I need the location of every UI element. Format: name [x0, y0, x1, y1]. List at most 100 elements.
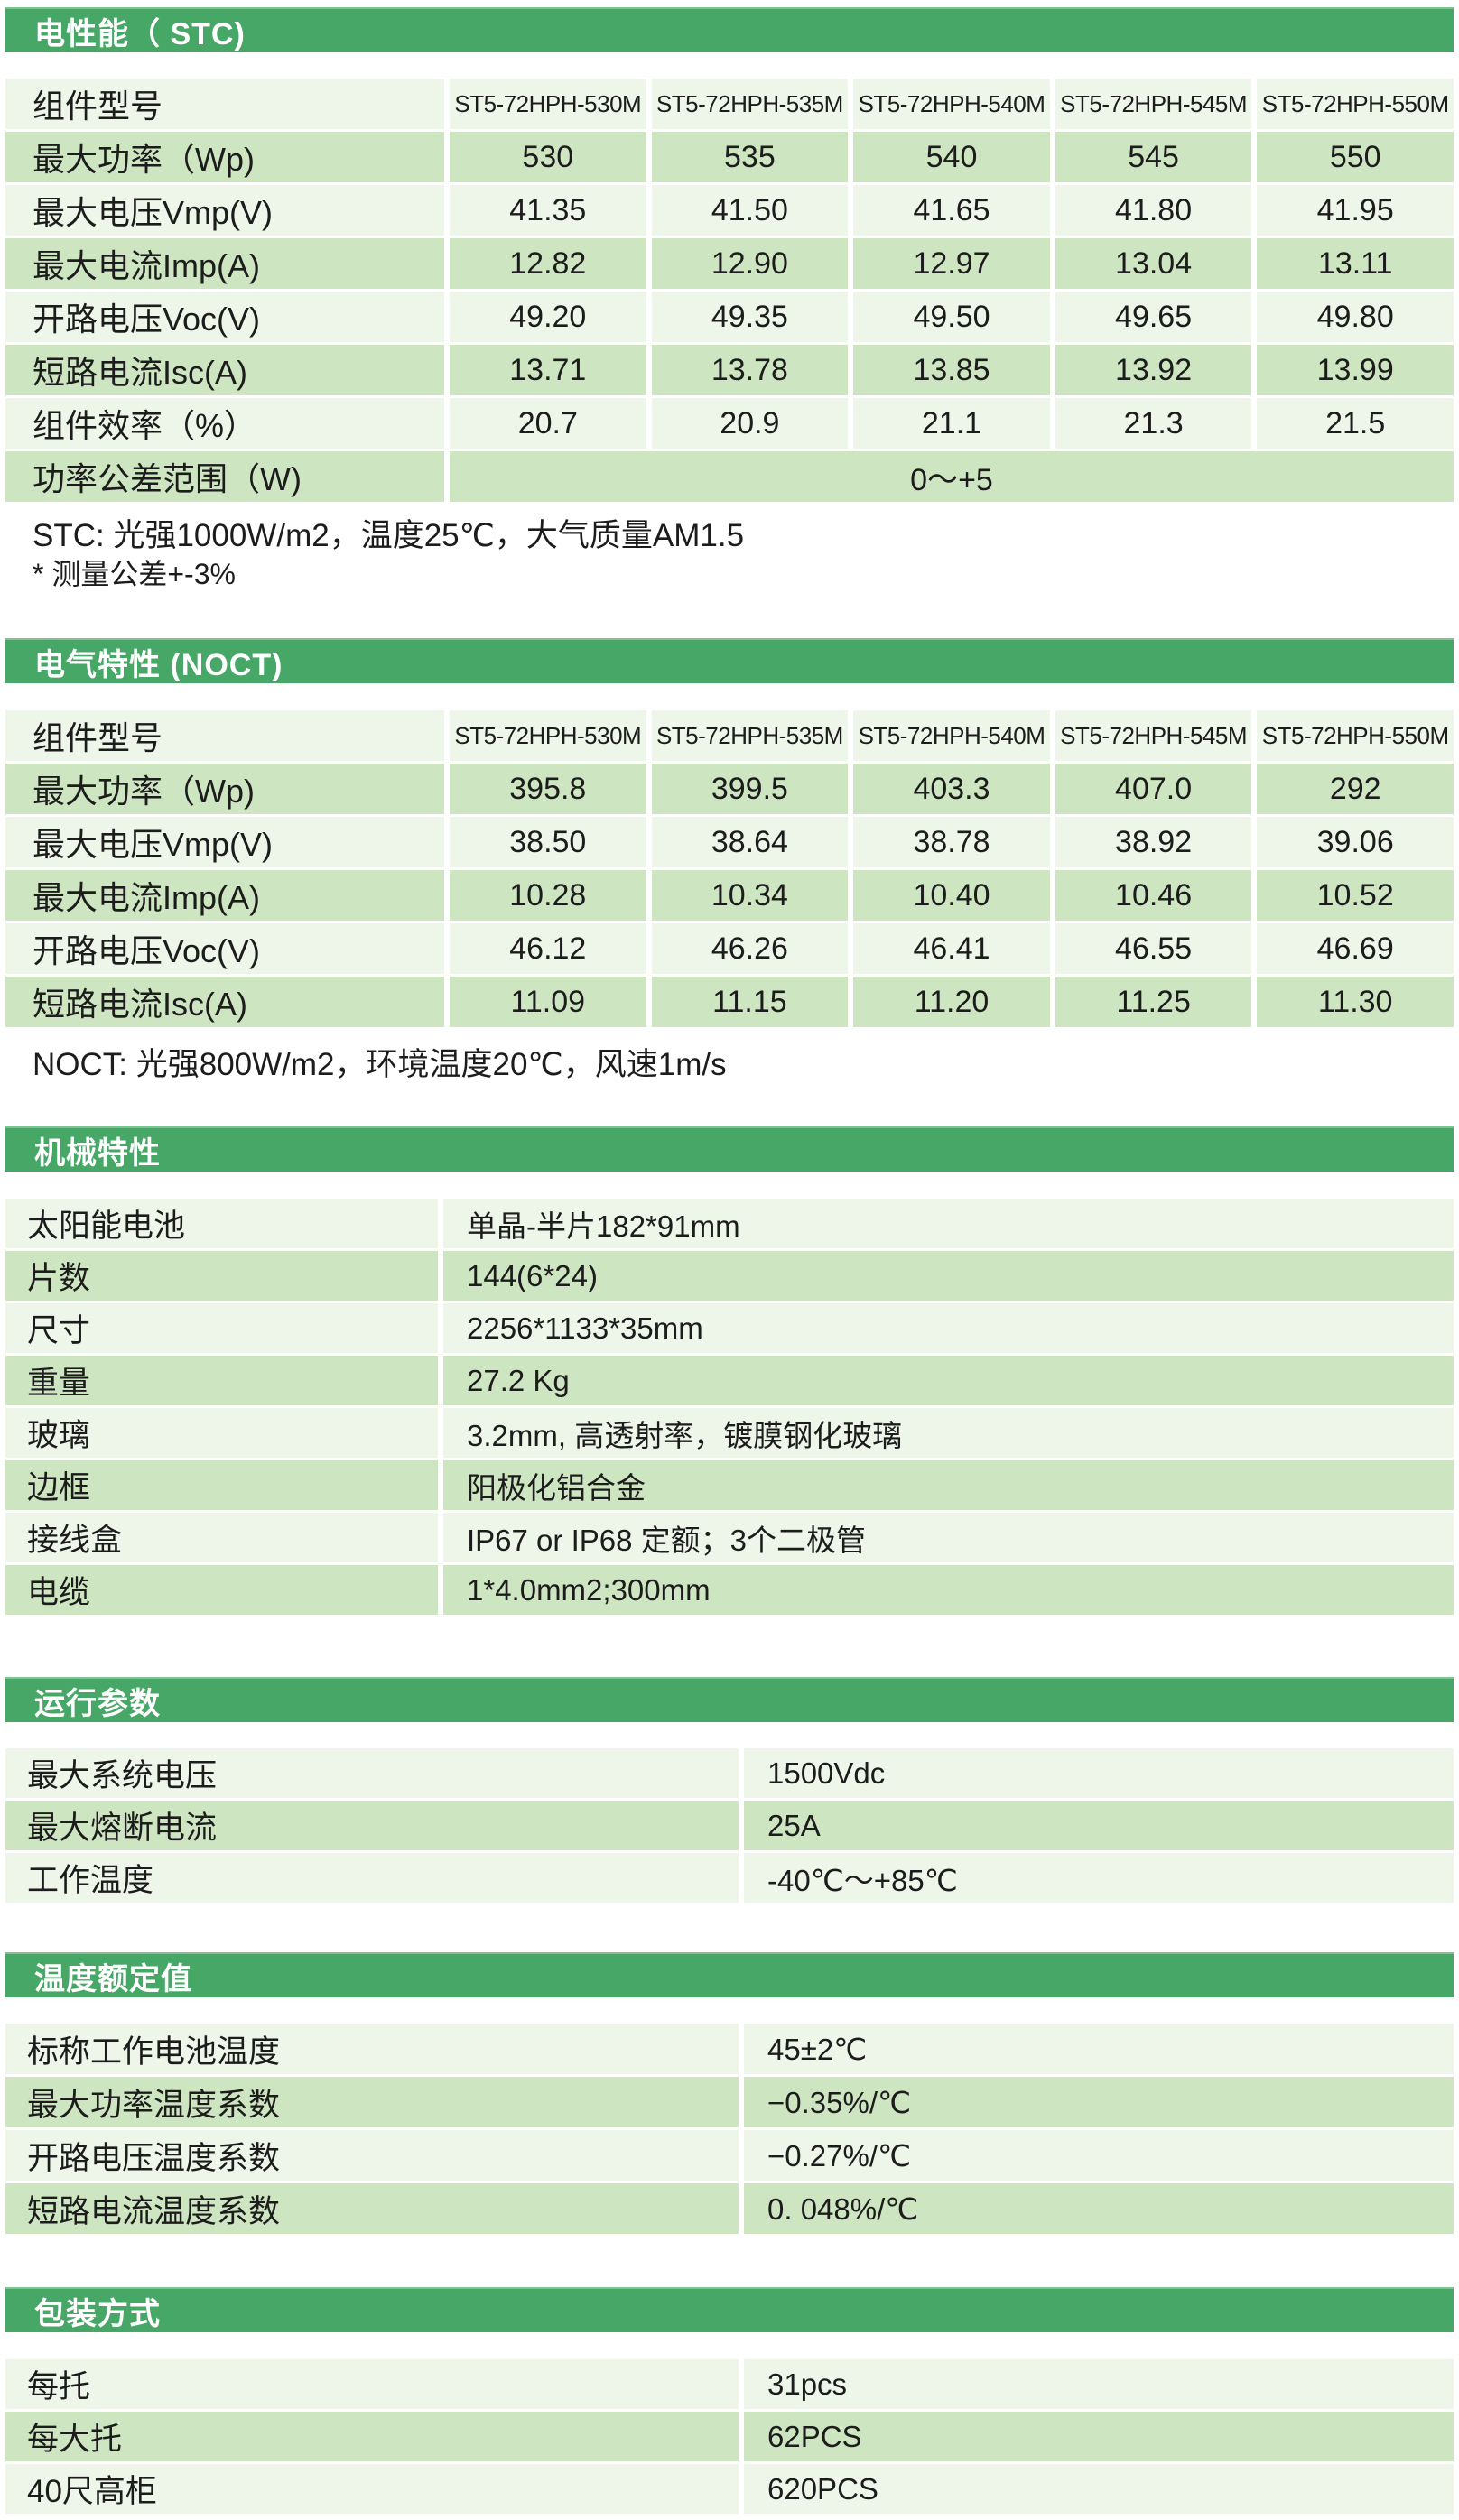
- packaging-row-value: 31pcs: [744, 2359, 1454, 2409]
- noct-table: 组件型号 ST5-72HPH-530M ST5-72HPH-535M ST5-7…: [5, 710, 1454, 1027]
- stc-cell: 13.92: [1055, 345, 1252, 395]
- stc-row-label: 最大电流Imp(A): [5, 238, 444, 289]
- mech-row-value: IP67 or IP68 定额；3个二极管: [443, 1513, 1454, 1562]
- mech-row-value: 27.2 Kg: [443, 1356, 1454, 1405]
- mech-row-label: 片数: [5, 1251, 438, 1301]
- stc-cell: 13.11: [1257, 238, 1454, 289]
- mech-row-label: 接线盒: [5, 1513, 438, 1562]
- temperature-row-value: 45±2℃: [744, 2024, 1454, 2074]
- packaging-row-label: 40尺高柜: [5, 2464, 739, 2514]
- stc-cell: 13.71: [450, 345, 646, 395]
- mech-row-label: 电缆: [5, 1565, 438, 1615]
- section-title-operating: 运行参数: [34, 1686, 161, 1721]
- stc-cell: 49.65: [1055, 292, 1252, 342]
- operating-row-value: 25A: [744, 1801, 1454, 1850]
- noct-cell: 10.52: [1257, 870, 1454, 921]
- noct-model-column-header: ST5-72HPH-545M: [1055, 710, 1252, 761]
- mechanical-table: 太阳能电池 单晶-半片182*91mm 片数 144(6*24) 尺寸 2256…: [5, 1199, 1454, 1615]
- noct-cell: 11.09: [450, 977, 646, 1027]
- stc-cell: 550: [1257, 132, 1454, 182]
- stc-cell: 540: [853, 132, 1050, 182]
- noct-cell: 39.06: [1257, 817, 1454, 867]
- stc-header-label: 组件型号: [5, 79, 444, 129]
- stc-row-label: 最大功率（Wp): [5, 132, 444, 182]
- noct-cell: 11.15: [651, 977, 849, 1027]
- noct-cell: 38.78: [853, 817, 1050, 867]
- temperature-row-value: 0. 048%/℃: [744, 2183, 1454, 2234]
- noct-cell: 11.20: [853, 977, 1050, 1027]
- noct-row-label: 短路电流Isc(A): [5, 977, 444, 1027]
- packaging-row-value: 620PCS: [744, 2464, 1454, 2514]
- noct-cell: 38.92: [1055, 817, 1252, 867]
- stc-model-column-header: ST5-72HPH-530M: [450, 79, 646, 129]
- section-header-mechanical: 机械特性: [5, 1126, 1454, 1172]
- packaging-row-label: 每大托: [5, 2412, 739, 2461]
- stc-cell: 41.80: [1055, 185, 1252, 236]
- mech-row-value: 阳极化铝合金: [443, 1460, 1454, 1510]
- mech-row-value: 单晶-半片182*91mm: [443, 1199, 1454, 1248]
- noct-row-label: 最大电压Vmp(V): [5, 817, 444, 867]
- stc-cell: 12.82: [450, 238, 646, 289]
- mech-row-label: 玻璃: [5, 1408, 438, 1458]
- stc-cell: 21.5: [1257, 398, 1454, 449]
- temperature-row-value: −0.27%/℃: [744, 2130, 1454, 2181]
- packaging-table: 每托 31pcs 每大托 62PCS 40尺高柜 620PCS: [5, 2359, 1454, 2514]
- mech-row-value: 144(6*24): [443, 1251, 1454, 1301]
- stc-cell: 49.50: [853, 292, 1050, 342]
- noct-cell: 10.40: [853, 870, 1050, 921]
- noct-cell: 10.46: [1055, 870, 1252, 921]
- noct-cell: 11.30: [1257, 977, 1454, 1027]
- stc-cell: 21.3: [1055, 398, 1252, 449]
- noct-row-label: 最大电流Imp(A): [5, 870, 444, 921]
- noct-model-column-header: ST5-72HPH-535M: [651, 710, 849, 761]
- stc-cell: 530: [450, 132, 646, 182]
- noct-cell: 10.28: [450, 870, 646, 921]
- section-title-stc: 电性能（ STC): [34, 16, 246, 51]
- stc-cell: 13.99: [1257, 345, 1454, 395]
- section-title-mechanical: 机械特性: [34, 1135, 161, 1171]
- packaging-row-value: 62PCS: [744, 2412, 1454, 2461]
- stc-model-column-header: ST5-72HPH-535M: [651, 79, 849, 129]
- stc-row-label: 短路电流Isc(A): [5, 345, 444, 395]
- stc-cell: 535: [651, 132, 849, 182]
- temperature-row-label: 标称工作电池温度: [5, 2024, 739, 2074]
- stc-cell: 49.35: [651, 292, 849, 342]
- noct-row-label: 最大功率（Wp): [5, 764, 444, 814]
- noct-model-column-header: ST5-72HPH-530M: [450, 710, 646, 761]
- stc-tolerance-value: 0～+5: [450, 451, 1454, 502]
- mech-row-value: 2256*1133*35mm: [443, 1303, 1454, 1353]
- stc-cell: 41.65: [853, 185, 1050, 236]
- stc-row-label: 组件效率（%）: [5, 398, 444, 449]
- section-title-packaging: 包装方式: [34, 2296, 161, 2331]
- noct-cell: 403.3: [853, 764, 1050, 814]
- mech-row-label: 尺寸: [5, 1303, 438, 1353]
- section-header-operating: 运行参数: [5, 1677, 1454, 1722]
- section-header-noct: 电气特性 (NOCT): [5, 638, 1454, 683]
- noct-cell: 46.41: [853, 923, 1050, 974]
- section-title-temperature: 温度额定值: [34, 1961, 192, 1997]
- packaging-row-label: 每托: [5, 2359, 739, 2409]
- stc-cell: 49.80: [1257, 292, 1454, 342]
- noct-cell: 407.0: [1055, 764, 1252, 814]
- stc-cell: 12.90: [651, 238, 849, 289]
- mech-row-label: 重量: [5, 1356, 438, 1405]
- stc-model-column-header: ST5-72HPH-545M: [1055, 79, 1252, 129]
- mech-row-value: 1*4.0mm2;300mm: [443, 1565, 1454, 1615]
- mech-row-label: 边框: [5, 1460, 438, 1510]
- noct-cell: 395.8: [450, 764, 646, 814]
- section-title-noct: 电气特性 (NOCT): [34, 647, 283, 682]
- mech-row-label: 太阳能电池: [5, 1199, 438, 1248]
- stc-tolerance-label: 功率公差范围（W): [5, 451, 444, 502]
- noct-header-label: 组件型号: [5, 710, 444, 761]
- temperature-row-value: −0.35%/℃: [744, 2077, 1454, 2127]
- temperature-row-label: 开路电压温度系数: [5, 2130, 739, 2181]
- noct-cell: 292: [1257, 764, 1454, 814]
- stc-cell: 13.85: [853, 345, 1050, 395]
- stc-cell: 20.7: [450, 398, 646, 449]
- stc-cell: 545: [1055, 132, 1252, 182]
- stc-row-label: 开路电压Voc(V): [5, 292, 444, 342]
- temperature-row-label: 短路电流温度系数: [5, 2183, 739, 2234]
- operating-row-label: 最大系统电压: [5, 1748, 739, 1798]
- stc-note-conditions: STC: 光强1000W/m2，温度25℃，大气质量AM1.5: [33, 518, 745, 553]
- operating-row-value: -40℃～+85℃: [744, 1853, 1454, 1903]
